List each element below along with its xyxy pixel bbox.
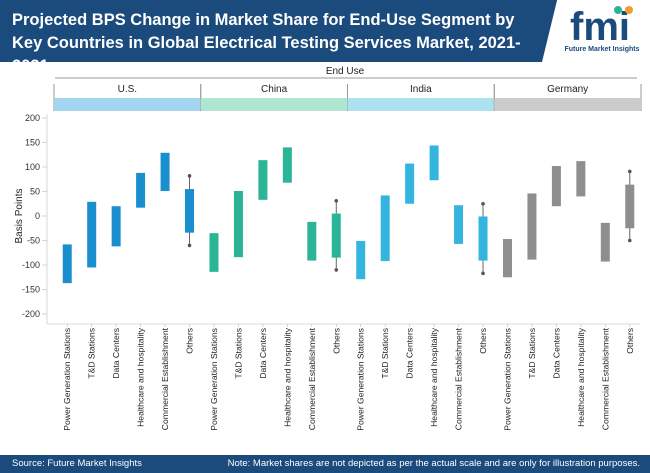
x-tick-label: Commercial Establishment bbox=[600, 327, 610, 430]
y-axis-label: Basis Points bbox=[14, 188, 25, 243]
x-tick-label: Healthcare and hospitality bbox=[576, 327, 586, 427]
x-tick-label: T&D Stations bbox=[233, 328, 243, 379]
x-tick-label: Others bbox=[185, 328, 195, 354]
footer-bar: Source: Future Market Insights Note: Mar… bbox=[0, 455, 650, 473]
bar-germany-1 bbox=[527, 193, 537, 260]
y-tick-label: -50 bbox=[27, 236, 40, 246]
x-tick-label: T&D Stations bbox=[380, 328, 390, 379]
x-tick-label: Others bbox=[625, 328, 635, 354]
y-tick-label: 0 bbox=[35, 211, 40, 221]
y-tick-label: 150 bbox=[25, 138, 40, 148]
y-tick-label: 50 bbox=[30, 187, 40, 197]
end-use-title: End Use bbox=[326, 66, 365, 77]
group-header-band bbox=[347, 98, 495, 111]
group-label: China bbox=[261, 84, 288, 95]
group-label: India bbox=[410, 84, 432, 95]
bar-india-0 bbox=[356, 240, 366, 280]
bar-germany-5 bbox=[625, 184, 635, 229]
header-banner: Projected BPS Change in Market Share for… bbox=[0, 0, 650, 62]
bar-germany-3 bbox=[576, 161, 586, 197]
y-tick-label: 100 bbox=[25, 162, 40, 172]
group-header-band bbox=[494, 98, 641, 111]
bar-us-0 bbox=[62, 244, 72, 284]
x-tick-label: Power Generation Stations bbox=[209, 328, 219, 431]
floating-bar-chart: End Use U.S. China India Germany 200 150 100 50 0… bbox=[14, 66, 642, 431]
bar-india-3 bbox=[429, 145, 439, 181]
y-tick-label: -100 bbox=[22, 260, 40, 270]
bar-germany-4 bbox=[600, 222, 610, 262]
x-tick-label: Healthcare and hospitality bbox=[282, 327, 292, 427]
bar-us-4 bbox=[160, 152, 170, 192]
x-tick-label: Healthcare and hospitality bbox=[429, 327, 439, 427]
bar-china-4 bbox=[307, 221, 317, 261]
x-tick-label: Power Generation Stations bbox=[62, 328, 72, 431]
bar-us-2 bbox=[111, 206, 121, 247]
y-tick-label: 200 bbox=[25, 113, 40, 123]
bar-us-3 bbox=[136, 172, 146, 208]
x-tick-label: Commercial Establishment bbox=[160, 327, 170, 430]
logo-dot-orange bbox=[625, 6, 633, 14]
x-tick-label: Commercial Establishment bbox=[454, 327, 464, 430]
bar-germany-0 bbox=[502, 239, 512, 278]
y-tick-label: -150 bbox=[22, 285, 40, 295]
bar-india-4 bbox=[454, 205, 464, 244]
whisker-dot-low bbox=[334, 268, 339, 272]
bar-us-5 bbox=[185, 189, 195, 233]
footnote-text: Note: Market shares are not depicted as … bbox=[227, 458, 640, 469]
group-header-band bbox=[200, 98, 348, 111]
x-tick-label: T&D Stations bbox=[527, 328, 537, 379]
y-tick-label: -200 bbox=[22, 309, 40, 319]
x-tick-label: Others bbox=[331, 328, 341, 354]
bar-china-0 bbox=[209, 233, 219, 272]
group-label: Germany bbox=[547, 84, 588, 95]
x-tick-label: Data Centers bbox=[551, 328, 561, 379]
whisker-dot-high bbox=[627, 169, 632, 174]
bar-india-2 bbox=[405, 163, 415, 204]
bar-india-5 bbox=[478, 216, 488, 261]
whisker-dot-high bbox=[187, 174, 192, 178]
x-tick-label: Power Generation Stations bbox=[502, 328, 512, 431]
source-text: Source: Future Market Insights bbox=[12, 458, 142, 469]
logo-dot-green bbox=[614, 6, 622, 14]
whisker-dot-high bbox=[481, 201, 485, 206]
logo-tagline: Future Market Insights bbox=[564, 46, 640, 53]
whisker-dot-low bbox=[481, 271, 485, 276]
whisker-dot-low bbox=[627, 238, 632, 243]
group-header-band bbox=[54, 98, 201, 111]
x-tick-label: Data Centers bbox=[405, 328, 415, 379]
page-title: Projected BPS Change in Market Share for… bbox=[12, 11, 521, 62]
whisker-dot-high bbox=[334, 199, 339, 203]
x-tick-label: Commercial Establishment bbox=[307, 327, 317, 430]
x-tick-label: Data Centers bbox=[111, 328, 121, 379]
whisker-dot-low bbox=[187, 243, 192, 248]
x-tick-label: Power Generation Stations bbox=[356, 328, 366, 431]
bar-germany-2 bbox=[551, 166, 561, 207]
x-tick-label: Healthcare and hospitality bbox=[136, 327, 146, 427]
bar-china-5 bbox=[331, 213, 341, 258]
bar-india-1 bbox=[380, 195, 390, 262]
group-label: U.S. bbox=[118, 84, 137, 95]
bar-china-1 bbox=[233, 191, 243, 258]
fmi-logo: fmi bbox=[570, 5, 633, 46]
bar-us-1 bbox=[87, 201, 97, 268]
x-tick-label: Data Centers bbox=[258, 328, 268, 379]
x-tick-label: Others bbox=[478, 328, 488, 354]
x-tick-label: T&D Stations bbox=[87, 328, 97, 379]
bar-china-3 bbox=[282, 147, 292, 183]
bar-china-2 bbox=[258, 160, 268, 200]
